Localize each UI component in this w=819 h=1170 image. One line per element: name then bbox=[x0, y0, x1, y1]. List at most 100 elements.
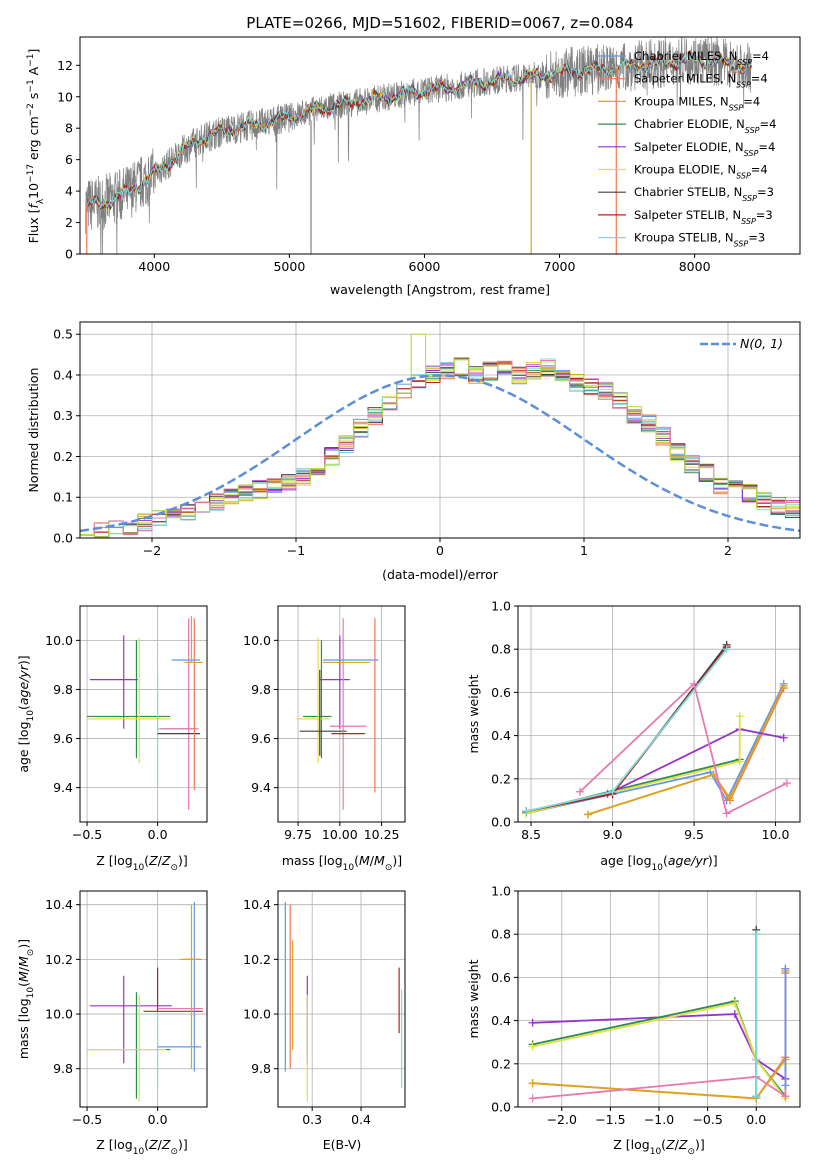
y-tick-label: 0.5 bbox=[53, 327, 73, 342]
errorbar-group bbox=[87, 901, 203, 1102]
label-part: 10 bbox=[26, 987, 36, 999]
label-part: 10 bbox=[650, 1147, 662, 1157]
y-tick-label: 0.8 bbox=[491, 927, 511, 942]
label-part: Z bbox=[161, 853, 171, 868]
label-part: 10 bbox=[652, 863, 664, 873]
histogram-group bbox=[80, 333, 800, 538]
weight-line bbox=[525, 716, 741, 815]
y-tick-label: 0.6 bbox=[491, 685, 511, 700]
y-tick-label: 0.1 bbox=[53, 490, 73, 505]
label-part: −17 bbox=[26, 164, 36, 183]
axes-frame bbox=[517, 605, 801, 823]
y-tick-label: 9.6 bbox=[251, 731, 271, 746]
label-part: 10 bbox=[133, 1147, 145, 1157]
x-axis-label: Z [log10(Z/Z⊙)] bbox=[96, 1137, 188, 1157]
x-tick-label: 8.5 bbox=[521, 827, 541, 842]
y-tick-label: 0.2 bbox=[491, 1056, 511, 1071]
label-part: ( bbox=[144, 853, 149, 868]
legend-tail: =4 bbox=[752, 49, 769, 63]
y-tick-label: 10.2 bbox=[45, 952, 73, 967]
x-tick-label: 6000 bbox=[409, 259, 441, 274]
weight-marker bbox=[781, 1081, 790, 1090]
mass-weight-vs-age-plot: 8.5 9.0 9.5 10.0 0.0 0.2 0.4 0.6 0.8 1.0 mass weig… bbox=[466, 599, 801, 873]
legend-tail: =3 bbox=[757, 185, 774, 199]
x-tick-label: 10.0 bbox=[762, 827, 790, 842]
y-tick-label: 9.4 bbox=[251, 780, 271, 795]
label-part: f bbox=[26, 203, 41, 209]
weight-marker bbox=[781, 1092, 790, 1101]
errorbar-point bbox=[87, 994, 167, 1102]
legend-label: Salpeter MILES, NSSP=4 bbox=[634, 72, 768, 90]
legend-sub: SSP bbox=[744, 148, 759, 157]
x-axis-label: Z [log10(Z/Z⊙)] bbox=[96, 853, 188, 873]
x-tick-label: 1 bbox=[580, 543, 588, 558]
y-axis-label: mass weight bbox=[466, 959, 481, 1038]
y-tick-label: 12 bbox=[57, 58, 73, 73]
errorbar-point bbox=[329, 618, 367, 810]
x-tick-label: 2 bbox=[724, 543, 732, 558]
x-tick-label: 8000 bbox=[679, 259, 711, 274]
x-axis-label: Z [log10(Z/Z⊙)] bbox=[613, 1137, 705, 1157]
weight-marker bbox=[752, 930, 761, 939]
legend-text: Salpeter MILES, N bbox=[634, 72, 736, 86]
x-tick-label: −2.0 bbox=[547, 1112, 577, 1127]
y-tick-label: 9.8 bbox=[251, 1061, 271, 1076]
x-axis-label: mass [log10(M/M⊙)] bbox=[282, 853, 402, 873]
y-tick-label: 4 bbox=[65, 184, 73, 199]
y-tick-label: 9.6 bbox=[53, 731, 73, 746]
line-group bbox=[522, 640, 791, 819]
legend-label: Kroupa MILES, NSSP=4 bbox=[634, 94, 760, 112]
label-part: Z [log bbox=[96, 853, 132, 868]
spectrum-lines bbox=[85, 37, 752, 254]
x-tick-label: −0.5 bbox=[692, 1112, 722, 1127]
y-tick-label: 0.0 bbox=[491, 815, 511, 830]
histogram-step bbox=[80, 359, 800, 536]
label-part: / bbox=[675, 1137, 680, 1152]
y-tick-label: 9.8 bbox=[53, 682, 73, 697]
label-part: / bbox=[16, 966, 31, 971]
legend-tail: =3 bbox=[748, 231, 765, 245]
x-axis-label: age [log10(age/yr)] bbox=[600, 853, 717, 873]
label-part: )] bbox=[16, 655, 31, 665]
label-part: Flux [ bbox=[26, 209, 41, 244]
label-part: −1 bbox=[26, 79, 36, 92]
legend-tail: =3 bbox=[756, 208, 773, 222]
label-part: / bbox=[370, 853, 375, 868]
label-part: age/yr bbox=[16, 664, 31, 705]
errorbar-point bbox=[143, 967, 203, 1012]
legend-text: Chabrier ELODIE, N bbox=[634, 117, 745, 131]
y-tick-label: 0.4 bbox=[53, 367, 73, 382]
label-part: ( bbox=[661, 1137, 666, 1152]
legend-tail: =4 bbox=[758, 140, 775, 154]
y-tick-label: 0.0 bbox=[491, 1100, 511, 1115]
y-tick-label: 1.0 bbox=[491, 599, 511, 614]
y-tick-label: 0.0 bbox=[53, 531, 73, 546]
label-part: ( bbox=[16, 982, 31, 987]
label-part: age/yr bbox=[668, 853, 709, 868]
legend-label: Kroupa STELIB, NSSP=3 bbox=[634, 231, 765, 249]
x-tick-label: 7000 bbox=[544, 259, 576, 274]
figure-title: PLATE=0266, MJD=51602, FIBERID=0067, z=0… bbox=[246, 14, 633, 32]
y-tick-label: 1.0 bbox=[491, 884, 511, 899]
label-part: 10 bbox=[343, 863, 355, 873]
spectrum-plot: 4000 5000 6000 7000 8000 0 2 4 6 8 10 12 wavelength … bbox=[26, 36, 801, 297]
label-part: Z bbox=[678, 1137, 688, 1152]
label-part: 10 bbox=[26, 710, 36, 722]
x-tick-label: −0.5 bbox=[72, 827, 102, 842]
axes-frame bbox=[277, 890, 406, 1108]
histogram-step bbox=[80, 333, 800, 538]
label-part: 10 bbox=[133, 863, 145, 873]
label-part: Z bbox=[161, 1137, 171, 1152]
weight-marker bbox=[528, 1018, 537, 1027]
label-part: ( bbox=[663, 853, 668, 868]
errorbar-group bbox=[87, 615, 203, 810]
legend-sub: SSP bbox=[737, 58, 752, 67]
errorbar-point bbox=[89, 635, 138, 729]
spectrum-model-line bbox=[86, 52, 752, 209]
mass-vs-z-plot: −0.5 0.09.810.010.210.4Z [log10(Z/Z⊙)]mas… bbox=[16, 890, 208, 1157]
label-part: / bbox=[158, 1137, 163, 1152]
legend-label: N(0, 1) bbox=[740, 336, 783, 351]
y-tick-label: 10 bbox=[57, 89, 73, 104]
label-part: )] bbox=[695, 1137, 705, 1152]
errorbar-point bbox=[296, 637, 330, 764]
